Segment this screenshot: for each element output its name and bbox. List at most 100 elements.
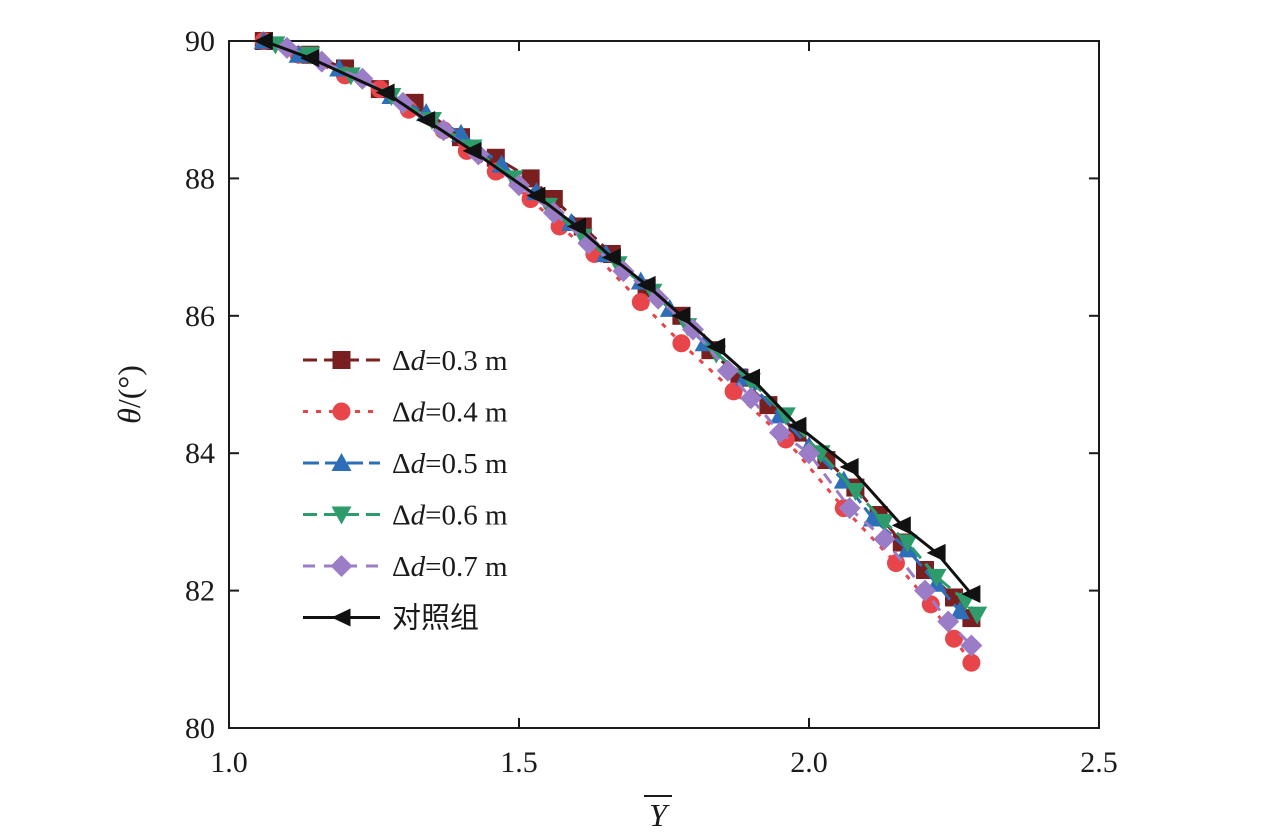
legend-label: Δd=0.3 m [392,345,508,377]
legend-label-value: =0.7 m [425,551,508,583]
series-line [263,39,973,664]
legend-label-var: d [411,345,426,377]
data-point [962,653,981,672]
data-point [526,186,546,205]
legend-marker [330,555,353,577]
series-layer [253,31,988,672]
data-point [769,421,791,444]
x-tick-label: 1.0 [210,746,248,779]
legend-marker [332,402,351,421]
plot-frame [228,40,1100,729]
legend-label-var: d [411,448,426,480]
data-point [937,610,960,633]
data-point [845,482,866,501]
legend-label: 对照组 [392,602,479,635]
y-tick-label: 80 [185,712,215,745]
legend-marker [331,453,352,471]
legend-label-value: =0.3 m [425,345,508,377]
data-point [671,306,691,325]
data-point [682,318,704,341]
data-point [716,359,739,382]
x-axis-title: Y [649,797,670,833]
data-point [375,83,395,102]
data-point [874,513,895,532]
series-line [263,39,961,613]
data-point [839,457,859,476]
legend-label-value: =0.5 m [425,448,508,480]
legend-label-prefix: Δ [392,551,411,583]
legend-label-prefix: Δ [392,448,411,480]
legend-label-prefix: Δ [392,397,411,429]
legend-label-var: d [411,500,426,532]
legend-label: Δd=0.5 m [392,448,508,480]
legend-item: Δd=0.3 m [303,345,508,377]
x-tick-label: 2.0 [790,746,828,779]
legend-label: Δd=0.4 m [392,397,508,429]
legend-marker [332,351,351,369]
legend-marker [331,608,351,627]
data-point [787,416,807,435]
legend-label-value: =0.6 m [425,500,508,532]
data-point [462,141,482,160]
legend-label-value: =0.4 m [425,397,508,429]
data-point [601,248,621,267]
data-point [672,334,691,353]
data-point [416,111,436,130]
series-line [274,42,979,616]
data-point [891,516,911,535]
data-point [775,407,796,426]
legend: Δd=0.3 mΔd=0.4 mΔd=0.5 mΔd=0.6 mΔd=0.7 m… [303,345,508,635]
data-point [724,382,743,401]
series-1 [254,32,981,672]
series-2 [253,31,970,620]
data-point [914,579,936,602]
data-point [926,543,946,562]
legend-label-var: d [411,551,426,583]
legend-item: Δd=0.7 m [303,551,508,583]
data-point [612,260,635,283]
data-point [926,568,947,587]
data-point [945,629,963,648]
data-point [798,442,820,465]
y-tick-label: 88 [185,162,215,195]
series-4 [276,36,983,657]
data-point [838,497,861,520]
data-point [542,201,565,224]
data-point [740,387,762,410]
legend-label: Δd=0.7 m [392,551,508,583]
data-point [897,534,918,553]
data-point [636,275,656,294]
legend-label-value: 对照组 [392,602,479,635]
x-tick-label: 1.5 [500,746,538,779]
data-point [253,32,273,50]
data-point [577,232,600,255]
data-point [873,528,896,551]
y-tick-label: 86 [185,300,215,333]
series-line [286,46,973,647]
y-axis-title-unit: /(°) [111,365,147,408]
data-point [647,287,670,310]
data-point [741,368,760,387]
y-tick-label: 82 [185,575,215,608]
legend-label-var: d [411,397,426,429]
data-point [961,585,981,604]
series-line [263,39,973,620]
legend-label-prefix: Δ [392,500,411,532]
y-axis-title-symbol: θ [111,408,147,424]
legend-label: Δd=0.6 m [392,500,508,532]
data-point [631,293,650,312]
legend-item: 对照组 [303,602,479,635]
legend-label-prefix: Δ [392,345,411,377]
data-point [276,36,298,59]
y-tick-label: 84 [185,437,215,470]
series-5 [253,32,981,604]
data-point [862,508,883,527]
data-point [949,601,970,620]
data-point [960,634,983,657]
data-point [300,49,320,68]
legend-item: Δd=0.4 m [303,397,508,429]
legend-item: Δd=0.6 m [303,500,508,532]
data-point [706,337,726,356]
data-point [967,606,988,625]
